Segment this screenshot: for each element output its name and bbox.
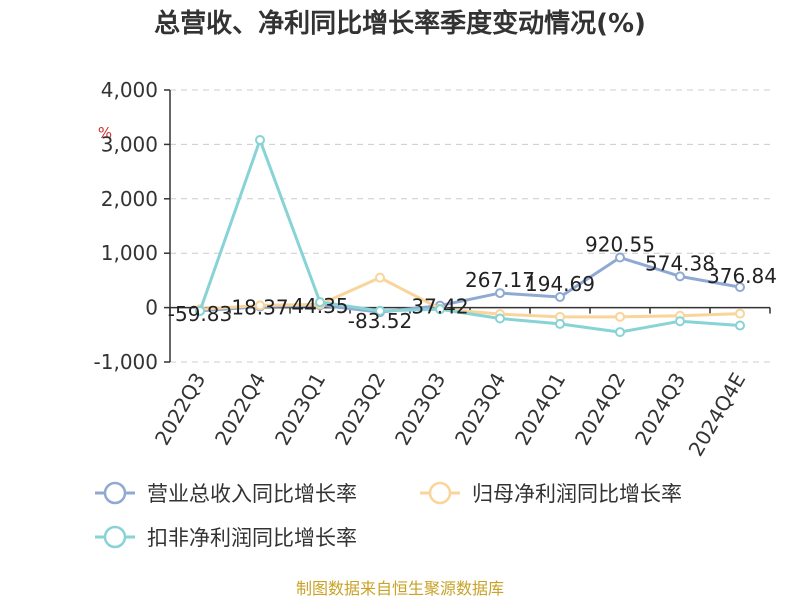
- series-lines: [195, 135, 745, 338]
- data-label: 376.84: [707, 264, 777, 288]
- data-point: [555, 318, 565, 329]
- x-tick-label: 2023Q2: [330, 369, 390, 450]
- data-point: [435, 304, 445, 315]
- data-label: 37.42: [411, 295, 468, 319]
- y-tick-label: 4,000: [101, 78, 158, 102]
- x-tick-label: 2024Q4E: [684, 369, 751, 461]
- data-label: 574.38: [645, 251, 715, 275]
- legend-label: 扣非净利润同比增长率: [147, 526, 357, 550]
- data-point: [495, 288, 505, 299]
- data-label: 194.69: [525, 272, 595, 296]
- y-tick-label: -1,000: [94, 350, 158, 374]
- data-point: [375, 272, 385, 283]
- x-tick-label: 2023Q3: [390, 369, 450, 450]
- data-label: 18.37: [231, 296, 288, 320]
- x-axis-ticks: 2022Q3 2022Q4 2023Q1 2023Q2 2023Q3 2023Q4 2024…: [150, 307, 771, 461]
- legend-marker: [103, 481, 127, 505]
- data-point: [495, 313, 505, 324]
- chart-title: 总营收、净利同比增长率季度变动情况(%): [154, 8, 646, 39]
- legend-label: 归母净利润同比增长率: [472, 482, 682, 506]
- data-point: [255, 300, 265, 311]
- y-tick-label: 2,000: [101, 187, 158, 211]
- data-point: [375, 305, 385, 316]
- data-point: [735, 308, 745, 319]
- data-point: [195, 305, 205, 316]
- data-point: [315, 297, 325, 308]
- series-line-2: [199, 276, 741, 319]
- y-tick-label: 3,000: [101, 132, 158, 156]
- data-point: [675, 316, 685, 327]
- data-point: [735, 282, 745, 293]
- x-tick-label: 2022Q3: [150, 369, 210, 450]
- x-tick-label: 2022Q4: [210, 369, 270, 450]
- data-source-note: 制图数据来自恒生聚源数据库: [296, 579, 504, 598]
- x-tick-label: 2023Q1: [270, 369, 330, 450]
- data-point: [615, 327, 625, 338]
- legend-marker: [103, 525, 127, 549]
- data-label: -83.52: [348, 309, 412, 333]
- y-axis-unit-label: %: [98, 124, 112, 142]
- x-tick-label: 2024Q2: [570, 369, 630, 450]
- x-tick-label: 2023Q4: [450, 369, 510, 450]
- data-point: [255, 135, 265, 146]
- data-label: 267.17: [465, 268, 535, 292]
- y-tick-label: 1,000: [101, 241, 158, 265]
- data-point: [555, 292, 565, 303]
- legend-marker: [428, 481, 452, 505]
- x-tick-label: 2024Q3: [630, 369, 690, 450]
- data-point: [615, 252, 625, 263]
- data-label: 44.35: [291, 294, 348, 318]
- data-point: [675, 271, 685, 282]
- data-label: 920.55: [585, 233, 655, 257]
- data-point: [615, 311, 625, 322]
- legend-label: 营业总收入同比增长率: [147, 482, 357, 506]
- data-point: [735, 320, 745, 331]
- data-label: -59.83: [168, 302, 232, 326]
- y-tick-label: 0: [145, 296, 158, 320]
- x-tick-label: 2024Q1: [510, 369, 570, 450]
- series-line-3: [198, 138, 741, 334]
- y-axis-ticks: 4,000 3,000 2,000 1,000 0 -1,000: [94, 78, 170, 374]
